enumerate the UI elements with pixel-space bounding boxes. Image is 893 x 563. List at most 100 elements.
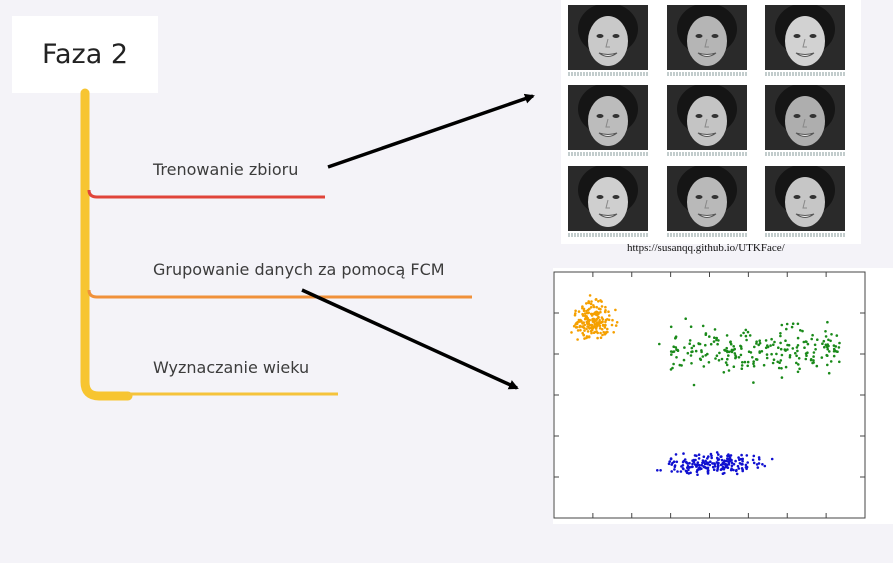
cluster-green-point — [741, 361, 744, 364]
cluster-green-point — [826, 347, 829, 351]
cluster-orange-point — [587, 335, 591, 338]
cluster-orange-point — [612, 331, 615, 334]
cluster-green-point — [791, 322, 795, 325]
cluster-green-point — [704, 333, 708, 336]
face-photo-icon — [568, 166, 648, 231]
branch-line-grupowanie — [87, 289, 472, 299]
cluster-blue-point — [715, 451, 719, 454]
cluster-blue-point — [712, 468, 716, 471]
cluster-green-point — [709, 342, 713, 346]
face-photo-grid — [561, 0, 861, 244]
cluster-orange-point — [575, 325, 579, 329]
cluster-green-point — [776, 360, 779, 364]
cluster-green-point — [727, 354, 730, 357]
cluster-green-point — [672, 345, 675, 348]
cluster-green-point — [780, 376, 784, 379]
cluster-green-point — [692, 344, 696, 348]
cluster-green-point — [806, 351, 809, 354]
cluster-orange-point — [581, 314, 585, 317]
cluster-green-point — [733, 347, 736, 351]
cluster-green-point — [658, 342, 661, 346]
cluster-blue-point — [709, 460, 712, 463]
cluster-orange-point — [601, 333, 604, 337]
cluster-green-point — [785, 322, 789, 326]
cluster-blue-point — [752, 454, 756, 458]
cluster-green-point — [805, 354, 808, 357]
cluster-green-point — [737, 356, 741, 359]
cluster-orange-point — [597, 307, 601, 310]
cluster-orange-point — [576, 338, 579, 341]
cluster-green-point — [773, 340, 776, 344]
cluster-orange-point — [581, 305, 584, 308]
face-photo-icon — [568, 85, 648, 150]
cluster-green-point — [812, 355, 815, 358]
cluster-orange-point — [603, 326, 607, 329]
cluster-green-point — [743, 360, 747, 364]
cluster-orange-point — [600, 328, 604, 331]
cluster-green-point — [751, 356, 754, 359]
cluster-orange-point — [579, 328, 582, 332]
cluster-orange-point — [597, 316, 600, 319]
cluster-green-point — [791, 347, 795, 350]
cluster-orange-point — [596, 336, 599, 340]
cluster-green-point — [827, 371, 831, 375]
cluster-orange-point — [601, 318, 605, 321]
face-photo-icon — [568, 5, 648, 70]
cluster-green-point — [713, 336, 716, 339]
phase-title-box: Faza 2 — [12, 16, 158, 93]
cluster-blue-point — [693, 454, 697, 457]
cluster-green-point — [795, 361, 798, 365]
cluster-orange-point — [592, 304, 595, 307]
cluster-green-point — [780, 323, 784, 327]
cluster-blue-point — [716, 456, 719, 460]
face-caption — [667, 233, 747, 237]
cluster-blue-point — [745, 467, 748, 471]
cluster-green-point — [758, 341, 762, 345]
cluster-green-point — [802, 340, 806, 344]
cluster-blue-point — [734, 459, 737, 463]
cluster-blue-point — [752, 461, 756, 465]
cluster-blue-point — [746, 461, 749, 464]
cluster-green-point — [788, 354, 792, 357]
cluster-green-point — [812, 351, 816, 354]
cluster-blue-point — [770, 457, 774, 461]
cluster-orange-point — [608, 314, 611, 317]
cluster-green-point — [796, 349, 799, 353]
cluster-orange-point — [590, 300, 593, 303]
cluster-green-point — [675, 348, 678, 351]
cluster-green-point — [680, 364, 683, 367]
cluster-orange-point — [595, 305, 598, 309]
cluster-blue-point — [761, 463, 764, 466]
cluster-green-point — [728, 350, 731, 354]
cluster-green-point — [826, 363, 829, 367]
cluster-orange-point — [603, 310, 607, 314]
cluster-green-point — [733, 352, 737, 355]
cluster-blue-point — [682, 452, 685, 455]
cluster-blue-point — [696, 468, 699, 472]
cluster-blue-point — [757, 456, 761, 459]
cluster-green-point — [739, 353, 743, 357]
cluster-green-point — [832, 347, 836, 351]
cluster-green-point — [739, 334, 743, 337]
cluster-green-point — [824, 330, 827, 333]
cluster-green-point — [788, 355, 792, 359]
cluster-orange-point — [586, 322, 589, 326]
cluster-green-point — [796, 344, 800, 347]
face-photo-icon — [765, 5, 845, 70]
cluster-blue-point — [703, 462, 707, 466]
cluster-green-point — [812, 359, 815, 362]
cluster-green-point — [829, 339, 832, 343]
cluster-green-point — [811, 333, 814, 337]
cluster-green-point — [786, 343, 789, 347]
cluster-orange-point — [575, 321, 578, 325]
cluster-green-point — [690, 346, 694, 350]
cluster-blue-point — [691, 462, 694, 466]
face-photo-icon — [667, 5, 747, 70]
cluster-green-point — [717, 359, 721, 362]
cluster-green-point — [765, 353, 769, 356]
cluster-orange-point — [582, 309, 586, 313]
tree-trunk — [80, 88, 133, 401]
cluster-blue-point — [744, 463, 748, 467]
face-caption — [765, 72, 845, 76]
